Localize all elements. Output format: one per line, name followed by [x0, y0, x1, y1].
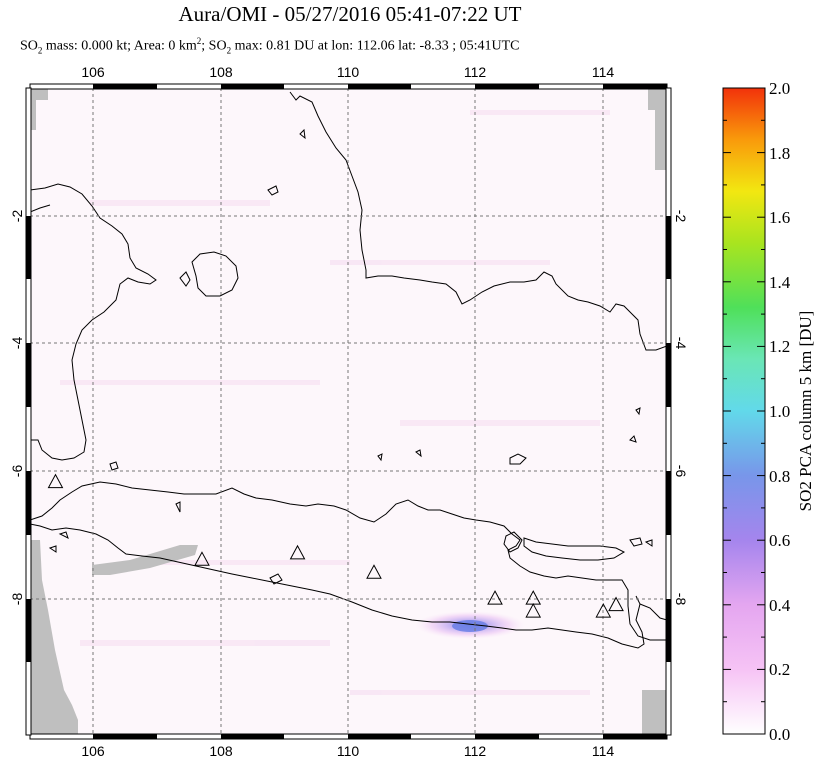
lat-label-left: -8 [9, 593, 25, 606]
colorbar-label-2: 0.4 [769, 596, 791, 615]
map-grid [30, 88, 667, 735]
colorbar-label-1: 0.2 [769, 660, 790, 679]
map-subtitle: SO2 mass: 0.000 kt; Area: 0 km2; SO2 max… [20, 36, 520, 56]
frame-ticks [25, 83, 672, 740]
lat-label-right: -8 [673, 593, 689, 606]
volcano-markers [47, 473, 624, 618]
lat-label-right: -4 [673, 337, 689, 350]
triangle-icon [289, 544, 306, 560]
map-background [30, 88, 667, 735]
triangle-icon [47, 473, 64, 489]
colorbar-label-5: 1.0 [769, 402, 790, 421]
retrieval-noise [60, 110, 610, 695]
colorbar-label-6: 1.2 [769, 337, 790, 356]
triangle-icon [194, 551, 210, 566]
triangle-icon [608, 596, 624, 612]
coastlines [30, 91, 667, 649]
colorbar-tick-labels: 0.0 0.2 0.4 0.6 0.8 1.0 1.2 1.4 1.6 1.8 … [769, 79, 791, 744]
triangle-icon [487, 590, 503, 605]
triangle-icon [525, 603, 542, 618]
lon-label-top: 110 [337, 64, 360, 80]
lat-label-left: -2 [9, 210, 25, 223]
triangle-icon [366, 564, 382, 579]
lat-label-right: -6 [673, 465, 689, 478]
lon-label-top: 106 [81, 64, 105, 80]
colorbar-label-0: 0.0 [769, 725, 790, 744]
map-title: Aura/OMI - 05/27/2016 05:41-07:22 UT [178, 2, 522, 26]
colorbar-label-10: 2.0 [769, 79, 790, 98]
lat-tick-labels: -2 -4 -6 -8 -2 -4 -6 -8 [9, 210, 689, 606]
lat-label-left: -4 [9, 337, 25, 350]
lon-label-bottom: 112 [464, 743, 487, 759]
lon-label-top: 114 [592, 64, 615, 80]
colorbar: 0.0 0.2 0.4 0.6 0.8 1.0 1.2 1.4 1.6 1.8 … [722, 79, 815, 744]
missing-data [30, 88, 667, 735]
colorbar-ticks [723, 87, 765, 735]
colorbar-title: SO2 PCA column 5 km [DU] [796, 311, 815, 512]
triangle-icon [595, 603, 612, 618]
map-area: 106 108 110 112 114 106 108 110 112 114 … [9, 64, 689, 759]
lon-tick-labels: 106 108 110 112 114 106 108 110 112 114 [81, 64, 614, 759]
colorbar-label-7: 1.4 [769, 273, 791, 292]
colorbar-label-4: 0.8 [769, 467, 790, 486]
lat-label-left: -6 [9, 465, 25, 478]
lon-label-bottom: 114 [592, 743, 615, 759]
lon-label-top: 108 [209, 64, 233, 80]
lat-label-right: -2 [673, 210, 689, 223]
lon-label-bottom: 108 [209, 743, 233, 759]
lon-label-top: 112 [464, 64, 487, 80]
colorbar-label-9: 1.8 [769, 144, 790, 163]
colorbar-minor-ticks [723, 119, 765, 703]
lon-label-bottom: 110 [337, 743, 360, 759]
colorbar-label-8: 1.6 [769, 208, 790, 227]
colorbar-label-3: 0.6 [769, 531, 790, 550]
lon-label-bottom: 106 [81, 743, 105, 759]
